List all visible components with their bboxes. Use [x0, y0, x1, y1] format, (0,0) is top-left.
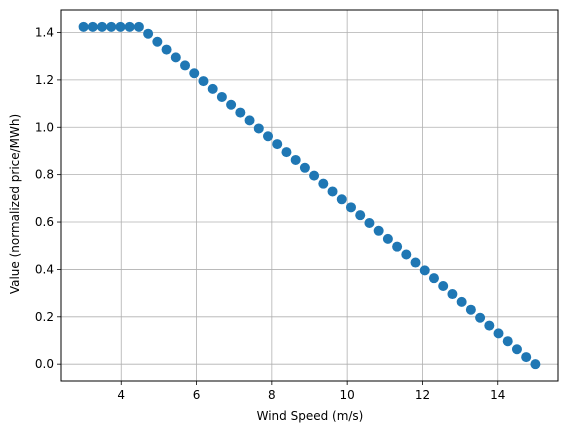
x-tick-label: 10: [340, 388, 355, 402]
data-point: [263, 131, 273, 141]
y-tick-label: 0.4: [35, 262, 54, 276]
data-point: [134, 22, 144, 32]
data-point: [484, 321, 494, 331]
data-point: [328, 186, 338, 196]
data-point: [254, 123, 264, 133]
data-point: [355, 210, 365, 220]
data-point: [512, 344, 522, 354]
data-point: [97, 22, 107, 32]
y-tick-label: 1.0: [35, 120, 54, 134]
data-point: [152, 37, 162, 47]
x-tick-label: 14: [490, 388, 505, 402]
y-tick-label: 1.2: [35, 73, 54, 87]
y-tick-label: 0.8: [35, 168, 54, 182]
data-point: [171, 52, 181, 62]
data-point: [208, 84, 218, 94]
data-point: [346, 202, 356, 212]
data-point: [291, 155, 301, 165]
data-point: [521, 352, 531, 362]
x-tick-label: 4: [117, 388, 125, 402]
y-axis-label: Value (normalized price/MWh): [8, 114, 22, 294]
data-point: [447, 289, 457, 299]
data-point: [106, 22, 116, 32]
data-point: [143, 29, 153, 39]
data-point: [401, 249, 411, 259]
data-point: [245, 115, 255, 125]
x-tick-label: 8: [268, 388, 276, 402]
data-point: [125, 22, 135, 32]
data-point: [475, 313, 485, 323]
data-point: [429, 273, 439, 283]
x-tick-label: 12: [415, 388, 430, 402]
data-point: [88, 22, 98, 32]
data-point: [420, 265, 430, 275]
y-tick-label: 0.6: [35, 215, 54, 229]
y-tick-label: 0.0: [35, 357, 54, 371]
data-point: [309, 171, 319, 181]
data-point: [392, 242, 402, 252]
data-point: [79, 22, 89, 32]
data-point: [438, 281, 448, 291]
data-point: [494, 328, 504, 338]
data-point: [189, 68, 199, 78]
data-point: [217, 92, 227, 102]
y-tick-label: 1.4: [35, 26, 54, 40]
data-point: [281, 147, 291, 157]
data-point: [162, 45, 172, 55]
data-point: [272, 139, 282, 149]
data-point: [318, 179, 328, 189]
data-point: [466, 305, 476, 315]
data-point: [226, 100, 236, 110]
data-point: [198, 76, 208, 86]
data-point: [383, 234, 393, 244]
data-point: [115, 22, 125, 32]
x-tick-label: 6: [193, 388, 201, 402]
data-point: [337, 194, 347, 204]
data-point: [503, 336, 513, 346]
data-point: [374, 226, 384, 236]
data-point: [180, 60, 190, 70]
y-tick-label: 0.2: [35, 310, 54, 324]
data-point: [457, 297, 467, 307]
data-point: [235, 108, 245, 118]
x-axis-label: Wind Speed (m/s): [257, 409, 364, 423]
data-point: [530, 359, 540, 369]
data-point: [300, 163, 310, 173]
data-point: [364, 218, 374, 228]
data-point: [411, 258, 421, 268]
